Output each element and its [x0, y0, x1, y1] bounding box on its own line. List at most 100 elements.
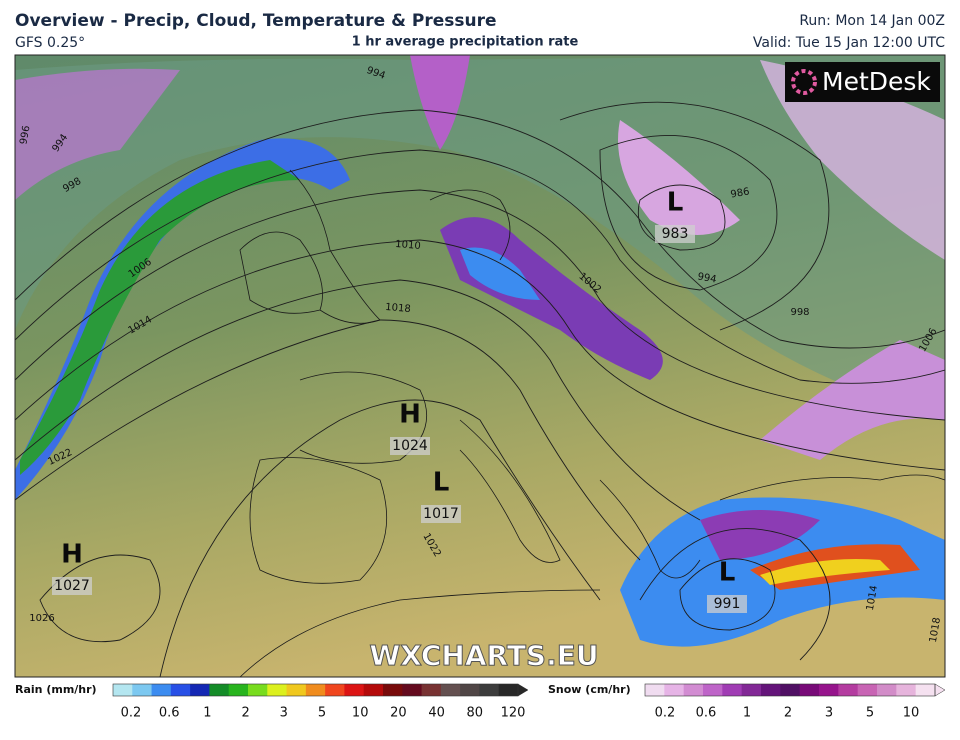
color-swatch	[421, 684, 442, 696]
color-swatch	[363, 684, 384, 696]
color-swatch	[228, 684, 249, 696]
legend-tick: 2	[784, 706, 792, 721]
color-swatch	[383, 684, 403, 696]
snow-area	[760, 340, 945, 460]
logo-box	[785, 62, 940, 102]
rain-area	[760, 559, 890, 585]
legend-tick: 2	[241, 706, 249, 721]
color-swatch	[209, 684, 230, 696]
rain-core	[20, 160, 300, 475]
valid-time: Valid: Tue 15 Jan 12:00 UTC	[753, 35, 945, 51]
color-swatch	[664, 684, 685, 696]
isobar-label: 1014	[865, 585, 880, 612]
pressure-symbol: H	[399, 400, 421, 430]
color-swatch	[857, 684, 878, 696]
color-swatch	[402, 684, 423, 696]
color-swatch	[498, 684, 519, 696]
legend-tick: 0.6	[159, 706, 180, 721]
color-swatch	[325, 684, 345, 696]
pressure-value-bg	[390, 437, 430, 455]
pressure-value: 1017	[423, 506, 459, 522]
color-swatch	[267, 684, 288, 696]
isobar-label: 1010	[395, 239, 421, 252]
isobar-label: 986	[730, 186, 751, 200]
pressure-symbol: L	[433, 468, 450, 498]
isobar-label: 1018	[385, 302, 411, 315]
map-frame	[14, 54, 946, 678]
pressure-centers: H 1024 L 1017 H 1027 L 983 L 991	[52, 188, 747, 613]
legend-frame	[112, 683, 519, 697]
legend-tick: 5	[866, 706, 874, 721]
color-swatch	[645, 684, 665, 696]
model: GFS 0.25°	[15, 35, 85, 51]
color-swatch	[703, 684, 723, 696]
color-swatch	[799, 684, 820, 696]
run-time: Run: Mon 14 Jan 00Z	[799, 13, 945, 29]
color-swatch	[722, 684, 743, 696]
color-swatch	[780, 684, 801, 696]
isobar-label: 996	[18, 125, 32, 146]
legend-tick: 3	[825, 706, 833, 721]
snow-area	[760, 60, 945, 260]
color-swatch	[838, 684, 859, 696]
logo-icon	[791, 69, 817, 95]
color-swatch	[460, 684, 480, 696]
snow-area	[15, 68, 180, 200]
pressure-value: 983	[662, 226, 689, 242]
legend-tick: 80	[467, 706, 484, 721]
legend-frame	[644, 683, 936, 697]
color-swatch	[479, 684, 500, 696]
rain-area	[460, 247, 540, 300]
pressure-value-bg	[52, 577, 92, 595]
legend-tick: 0.2	[655, 706, 676, 721]
color-swatch	[305, 684, 326, 696]
legend-tick: 40	[428, 706, 445, 721]
title: Overview - Precip, Cloud, Temperature & …	[15, 11, 497, 31]
color-swatch	[683, 684, 704, 696]
coastlines	[239, 169, 945, 677]
color-swatch	[170, 684, 191, 696]
isobars	[15, 101, 945, 677]
pressure-value-bg	[707, 595, 747, 613]
color-swatch	[113, 684, 133, 696]
legend-label: Snow (cm/hr)	[548, 683, 631, 696]
isobar-label: 1018	[928, 617, 943, 644]
color-swatch	[248, 684, 268, 696]
color-swatch	[761, 684, 781, 696]
legend-tick: 10	[903, 706, 920, 721]
legend-label: Rain (mm/hr)	[15, 683, 97, 696]
color-swatch	[132, 684, 153, 696]
legend: Rain (mm/hr) 0.2 0.6 1 2 3 5 10 20 40 80 120 Snow (c…	[15, 683, 946, 721]
pressure-value: 1024	[392, 438, 428, 454]
color-swatch	[440, 684, 461, 696]
pressure-symbol: L	[719, 558, 736, 588]
color-swatch	[741, 684, 762, 696]
legend-tick: 3	[280, 706, 288, 721]
color-swatch	[286, 684, 307, 696]
isobar-label: 998	[790, 307, 809, 318]
color-swatch	[151, 684, 172, 696]
legend-tick: 0.6	[696, 706, 717, 721]
isobar-label: 994	[697, 271, 718, 285]
subtitle: 1 hr average precipitation rate	[352, 35, 579, 50]
legend-tick: 0.2	[121, 706, 142, 721]
legend-tick: 120	[501, 706, 526, 721]
pressure-value-bg	[655, 225, 695, 243]
snow-area	[410, 55, 470, 150]
color-swatch	[190, 684, 210, 696]
pressure-value: 991	[714, 596, 741, 612]
legend-tick: 1	[743, 706, 751, 721]
legend-tick: 20	[390, 706, 407, 721]
legend-tick: 1	[203, 706, 211, 721]
color-swatch	[915, 684, 936, 696]
pressure-symbol: H	[61, 540, 83, 570]
cloud-field	[15, 55, 945, 420]
watermark: WXCHARTS.EU	[369, 639, 598, 672]
logo: MetDesk	[822, 67, 931, 96]
color-swatch	[819, 684, 839, 696]
color-swatch	[896, 684, 917, 696]
isobar-label: 1026	[29, 613, 54, 624]
snow-area	[700, 510, 820, 560]
